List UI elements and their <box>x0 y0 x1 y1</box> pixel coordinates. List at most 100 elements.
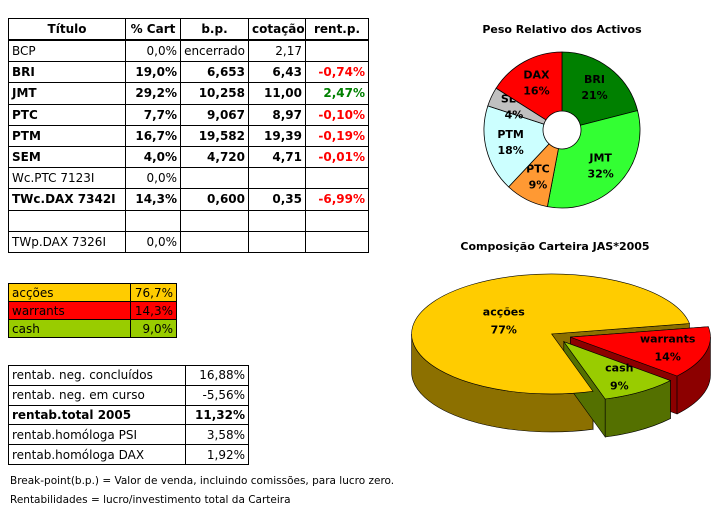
table-row: rentab.homóloga PSI 3,58% <box>8 424 249 446</box>
table-cell: 0,35 <box>248 188 306 211</box>
table: rentab. neg. concluídos 16,88% rentab. neg… <box>8 365 249 465</box>
table-row: JMT 29,2% 10,258 11,00 2,47% <box>8 82 369 105</box>
table-cell: JMT <box>8 82 126 105</box>
table-cell: 11,32% <box>185 404 249 426</box>
table-cell: rent.p. <box>305 18 369 40</box>
table-cell: 0,600 <box>180 188 249 211</box>
chart-title: Peso Relativo dos Activos <box>482 23 642 36</box>
table-cell: -5,56% <box>185 384 249 406</box>
slice-value-label: 4% <box>505 108 524 121</box>
slice-label: PTM <box>497 128 524 141</box>
table-cell: -0,19% <box>305 124 369 147</box>
table-row: BRI 19,0% 6,653 6,43 -0,74% <box>8 61 369 84</box>
table-cell: rentab. neg. em curso <box>8 384 186 406</box>
slice-value-label: 32% <box>587 167 613 180</box>
table-cell <box>305 230 369 253</box>
pie-slice <box>495 51 563 121</box>
table-row <box>8 209 369 232</box>
table-cell: 6,43 <box>248 61 306 84</box>
table-row: PTM 16,7% 19,582 19,39 -0,19% <box>8 124 369 147</box>
table-row: SEM 4,0% 4,720 4,71 -0,01% <box>8 145 369 169</box>
table-cell: 1,92% <box>185 444 249 465</box>
table-cell: 29,2% <box>125 82 181 105</box>
table-cell <box>125 209 181 232</box>
table-cell <box>8 209 126 232</box>
table-cell: PTM <box>8 124 126 147</box>
slice-label: JMT <box>588 151 612 164</box>
slice-label: cash <box>605 362 633 375</box>
table-cell <box>305 39 369 63</box>
table-row: Wc.PTC 7123I 0,0% <box>8 167 369 190</box>
table-cell: 16,88% <box>185 365 249 386</box>
table-cell: acções <box>8 283 131 302</box>
pie-slice <box>411 273 690 395</box>
table-cell: rentab.homóloga DAX <box>8 444 186 465</box>
table-cell: BRI <box>8 61 126 84</box>
table-row: BCP 0,0% encerrado 2,17 <box>8 39 369 63</box>
table-cell: 7,7% <box>125 103 181 126</box>
table-row: rentab.total 2005 11,32% <box>8 404 249 426</box>
table-cell: -0,01% <box>305 145 369 169</box>
table-row: PTC 7,7% 9,067 8,97 -0,10% <box>8 103 369 126</box>
table-cell: cotação <box>248 18 306 40</box>
slice-label: BRI <box>584 73 605 86</box>
table-row: Título% Cart b.p. cotação rent.p. <box>8 18 369 40</box>
table-cell: 3,58% <box>185 424 249 446</box>
table-cell: 19,582 <box>180 124 249 147</box>
slice-value-label: 21% <box>581 89 607 102</box>
slice-label: DAX <box>523 69 550 82</box>
slice-value-label: 9% <box>529 178 548 191</box>
table-cell: 19,39 <box>248 124 306 147</box>
table: Título% Cart b.p. cotação rent.p. <box>8 18 369 40</box>
table-cell: TWp.DAX 7326I <box>8 230 126 253</box>
table-cell: 14,3% <box>130 301 177 320</box>
table-cell: 16,7% <box>125 124 181 147</box>
table-cell <box>180 230 249 253</box>
table-row: warrants 14,3% <box>8 301 177 320</box>
table-cell: 2,17 <box>248 39 306 63</box>
table-cell <box>180 209 249 232</box>
table-cell: PTC <box>8 103 126 126</box>
table-row: rentab.homóloga DAX 1,92% <box>8 444 249 465</box>
table-cell: 4,0% <box>125 145 181 169</box>
table-cell: 2,47% <box>305 82 369 105</box>
table-cell: rentab. neg. concluídos <box>8 365 186 386</box>
table-cell: -0,10% <box>305 103 369 126</box>
table: acções 76,7% warrants 14,3% cash 9,0% <box>8 283 177 338</box>
table-cell: Título <box>8 18 126 40</box>
table-cell: cash <box>8 319 131 338</box>
table-cell <box>305 167 369 190</box>
pie-slice <box>570 326 711 377</box>
table-cell <box>248 167 306 190</box>
table-cell <box>248 230 306 253</box>
table-row: rentab. neg. em curso -5,56% <box>8 384 249 406</box>
table-cell: 4,71 <box>248 145 306 169</box>
table-cell: TWc.DAX 7342I <box>8 188 126 211</box>
slice-label: warrants <box>640 332 696 345</box>
table-cell <box>305 209 369 232</box>
table-cell: 0,0% <box>125 167 181 190</box>
slice-value-label: 16% <box>523 85 549 98</box>
chart-title: Composição Carteira JAS*2005 <box>460 240 649 253</box>
table-cell: 0,0% <box>125 230 181 253</box>
table-cell: 0,0% <box>125 39 181 63</box>
table-cell: 11,00 <box>248 82 306 105</box>
pie-slice <box>483 105 550 188</box>
table-cell: Wc.PTC 7123I <box>8 167 126 190</box>
pie-slice <box>561 51 639 126</box>
table-row: cash 9,0% <box>8 319 177 338</box>
table-cell: -0,74% <box>305 61 369 84</box>
table-cell: warrants <box>8 301 131 320</box>
slice-label: PTC <box>526 162 550 175</box>
table-cell: 14,3% <box>125 188 181 211</box>
table-cell: 9,0% <box>130 319 177 338</box>
table-row: TWp.DAX 7326I 0,0% <box>8 230 369 253</box>
note: Rentabilidades = lucro/investimento tota… <box>10 494 291 506</box>
table-cell: rentab.total 2005 <box>8 404 186 426</box>
table-cell: 9,067 <box>180 103 249 126</box>
table-cell <box>248 209 306 232</box>
slice-value-label: 14% <box>655 350 681 363</box>
table-cell: rentab.homóloga PSI <box>8 424 186 446</box>
table: BCP 0,0% encerrado 2,17 BRI 19,0% 6,653 6,43 -0,… <box>8 39 369 253</box>
